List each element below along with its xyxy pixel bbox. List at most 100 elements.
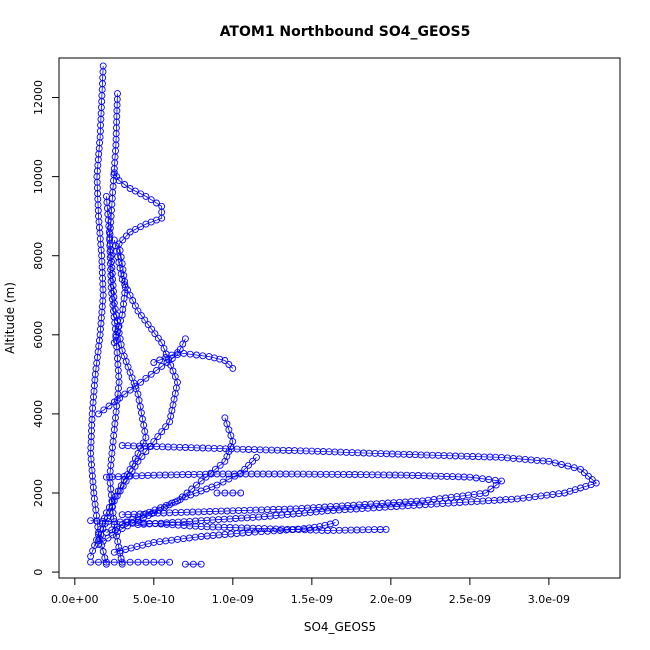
data-point <box>97 531 105 539</box>
data-point <box>158 428 166 436</box>
y-tick-label: 2000 <box>32 479 45 507</box>
data-point <box>382 525 390 533</box>
y-tick-label: 4000 <box>32 400 45 428</box>
data-point <box>137 409 145 417</box>
data-point <box>118 558 126 566</box>
data-point <box>147 196 155 204</box>
series-line <box>98 338 186 415</box>
data-point <box>118 260 126 268</box>
data-point <box>158 362 166 370</box>
x-axis-label: SO4_GEOS5 <box>304 620 376 634</box>
data-point <box>142 374 150 382</box>
data-point <box>99 62 107 70</box>
data-point <box>129 519 137 527</box>
data-point <box>162 423 170 431</box>
data-point <box>121 390 129 398</box>
data-point <box>110 497 118 505</box>
data-point <box>154 334 162 342</box>
data-point <box>221 414 229 422</box>
data-point <box>102 558 110 566</box>
data-point <box>126 558 134 566</box>
data-point <box>113 523 121 531</box>
data-point <box>492 481 500 489</box>
data-point <box>147 370 155 378</box>
data-point <box>137 378 145 386</box>
data-point <box>102 560 110 568</box>
series-line <box>113 172 163 343</box>
data-point <box>99 548 107 555</box>
data-series-trace <box>110 169 166 347</box>
data-series-trace <box>110 519 339 556</box>
data-series-trace <box>87 558 174 566</box>
data-point <box>134 521 142 529</box>
data-point <box>545 457 553 465</box>
data-point <box>106 508 114 516</box>
data-point <box>137 312 145 320</box>
data-series <box>87 62 600 568</box>
data-point <box>153 366 160 374</box>
data-point <box>117 253 125 261</box>
data-point <box>134 558 142 566</box>
data-point <box>229 438 237 446</box>
data-point <box>116 487 124 495</box>
data-point <box>197 477 205 485</box>
data-point <box>176 496 184 504</box>
data-point <box>332 519 339 527</box>
y-tick-label: 0 <box>32 569 45 576</box>
data-point <box>126 228 134 236</box>
data-point <box>134 307 142 315</box>
data-point <box>219 478 227 486</box>
data-point <box>558 461 565 468</box>
data-point <box>253 453 260 461</box>
data-point <box>131 302 139 310</box>
data-point <box>316 523 324 531</box>
data-point <box>150 558 158 566</box>
data-point <box>211 465 219 473</box>
data-point <box>142 448 150 455</box>
data-point <box>99 537 107 545</box>
data-point <box>221 357 229 364</box>
data-point <box>171 498 179 506</box>
data-point <box>158 202 166 210</box>
data-point <box>160 344 168 352</box>
data-point <box>300 525 308 533</box>
data-point <box>104 514 111 522</box>
data-point <box>95 540 102 548</box>
data-series-trace <box>118 442 600 529</box>
data-point <box>131 187 139 195</box>
data-point <box>148 325 156 333</box>
data-point <box>138 452 146 460</box>
data-point <box>166 501 174 509</box>
data-point <box>166 558 174 566</box>
data-point <box>110 236 118 244</box>
data-point <box>181 335 189 343</box>
data-point <box>100 406 108 414</box>
data-point <box>162 354 170 361</box>
data-point <box>216 355 224 363</box>
data-point <box>104 534 112 542</box>
data-point <box>144 321 152 329</box>
data-series-trace <box>102 470 505 519</box>
data-point <box>126 185 134 192</box>
data-point <box>197 560 205 568</box>
series-line <box>90 196 147 557</box>
data-point <box>158 558 166 566</box>
data-point <box>109 531 117 539</box>
data-point <box>118 525 126 533</box>
data-point <box>245 461 253 469</box>
data-point <box>221 489 229 497</box>
data-point <box>131 225 139 233</box>
data-point <box>205 353 213 361</box>
data-point <box>584 472 592 480</box>
data-point <box>174 351 181 359</box>
data-point <box>229 489 237 497</box>
data-point <box>153 199 160 207</box>
data-point <box>193 481 200 489</box>
x-tick-label: 0.0e+00 <box>51 593 98 606</box>
data-point <box>163 359 171 366</box>
y-tick-label: 8000 <box>32 242 45 270</box>
y-axis-label: Altitude (m) <box>3 282 17 354</box>
data-point <box>113 173 121 181</box>
data-point <box>181 560 189 568</box>
